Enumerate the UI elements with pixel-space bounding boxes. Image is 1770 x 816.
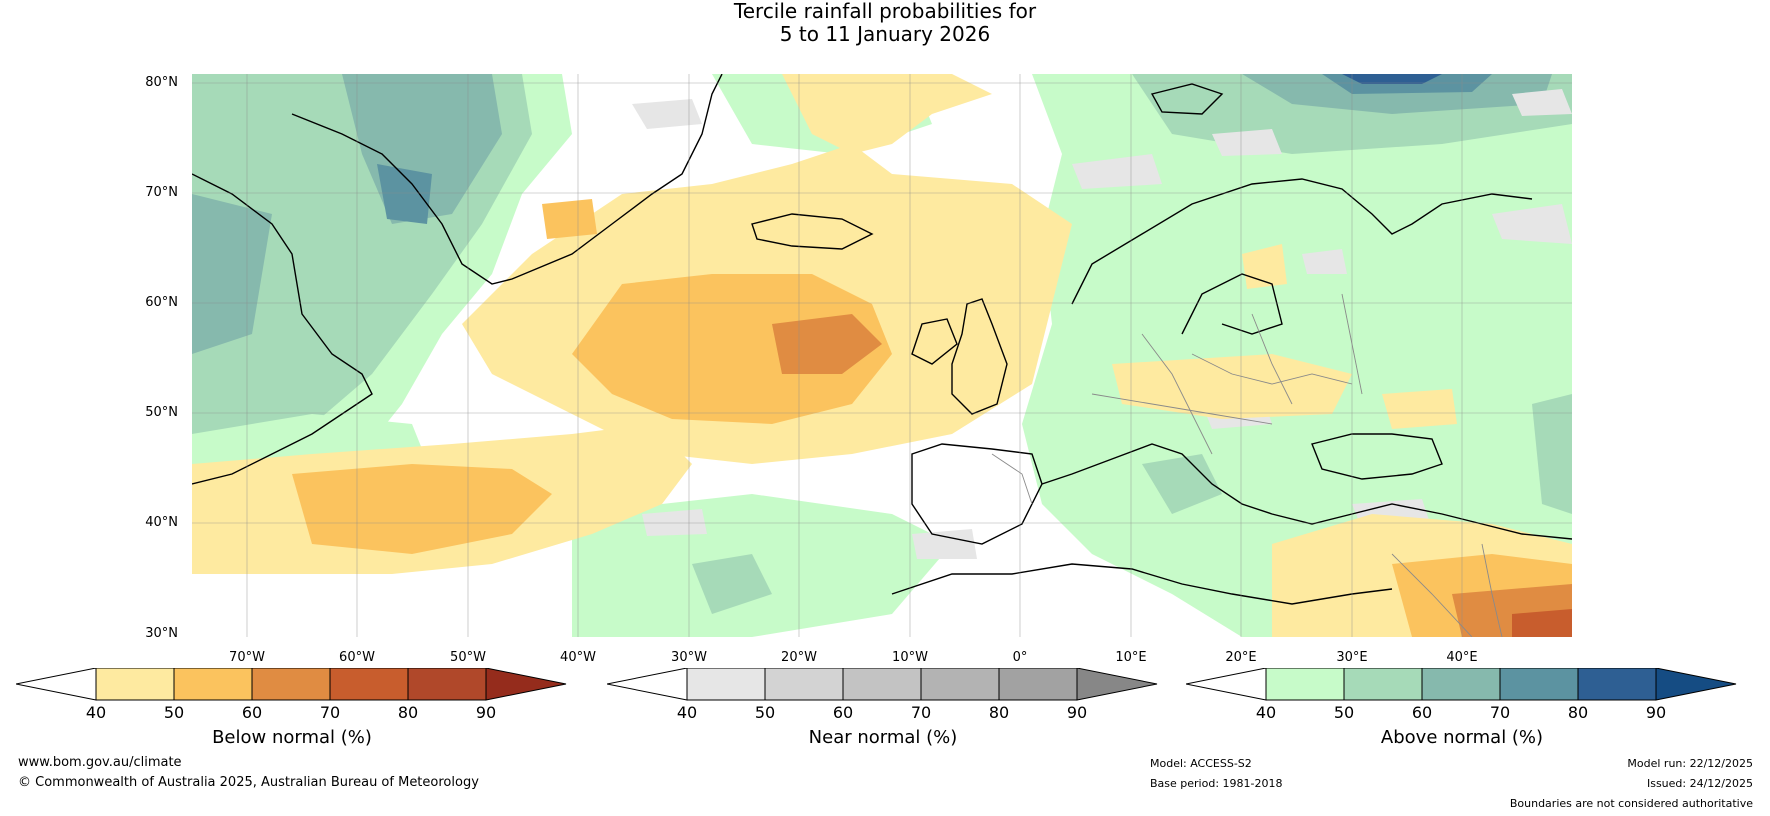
map-title: Tercile rainfall probabilities for 5 to … (0, 0, 1770, 46)
colorbar-near-tick-70: 70 (910, 703, 932, 722)
colorbar-above-swatch-1 (1265, 668, 1345, 701)
lon-label-30w: 30°W (671, 650, 707, 665)
colorbar-above-swatch-4 (1499, 668, 1579, 701)
colorbar-below-tick-80: 80 (397, 703, 419, 722)
lon-label-70w: 70°W (229, 650, 265, 665)
lon-label-40e: 40°E (1446, 650, 1478, 665)
colorbar-near-swatch-5 (998, 668, 1078, 701)
copyright-text: © Commonwealth of Australia 2025, Austra… (18, 775, 479, 790)
colorbar-near-tick-50: 50 (754, 703, 776, 722)
colorbar-above-low-extend (1186, 668, 1267, 701)
lat-label-50n: 50°N (145, 405, 178, 420)
colorbar-below-normal (16, 668, 567, 701)
lon-label-20e: 20°E (1225, 650, 1257, 665)
iceland-coast (751, 213, 874, 250)
ireland-coast (911, 318, 958, 365)
colorbar-below-high-extend (485, 668, 567, 701)
lat-label-70n: 70°N (145, 185, 178, 200)
scandinavia-coast (1071, 178, 1533, 305)
colorbar-above-swatch-5 (1577, 668, 1657, 701)
colorbar-above-label: Above normal (%) (1380, 727, 1544, 748)
colorbar-above-swatch-2 (1343, 668, 1423, 701)
model-text: Model: ACCESS-S2 (1150, 757, 1252, 770)
colorbar-near-tick-80: 80 (988, 703, 1010, 722)
title-line-1: Tercile rainfall probabilities for (733, 0, 1037, 23)
coastlines (192, 74, 1572, 605)
lon-label-30e: 30°E (1336, 650, 1368, 665)
colorbar-above-tick-50: 50 (1333, 703, 1355, 722)
lat-label-30n: 30°N (145, 626, 178, 641)
colorbar-above-tick-70: 70 (1489, 703, 1511, 722)
base-period-text: Base period: 1981-2018 (1150, 777, 1283, 790)
colorbar-near-low-extend (607, 668, 688, 701)
svalbard-coast (1150, 83, 1224, 115)
colorbar-below-swatch-1 (95, 668, 175, 701)
colorbar-near-tick-90: 90 (1066, 703, 1088, 722)
lon-label-0: 0° (1012, 650, 1028, 665)
colorbar-near-swatch-3 (842, 668, 922, 701)
colorbar-below-swatch-3 (251, 668, 331, 701)
website-link[interactable]: www.bom.gov.au/climate (18, 755, 182, 770)
colorbar-above-high-extend (1655, 668, 1737, 701)
colorbar-below-tick-60: 60 (241, 703, 263, 722)
mediterranean-coast (1041, 443, 1572, 540)
colorbar-below-tick-70: 70 (319, 703, 341, 722)
lon-label-50w: 50°W (450, 650, 486, 665)
colorbar-below-low-extend (16, 668, 97, 701)
disclaimer-text: Boundaries are not considered authoritat… (1509, 797, 1753, 810)
colorbar-below-swatch-5 (407, 668, 487, 701)
lat-label-60n: 60°N (145, 295, 178, 310)
colorbar-near-tick-60: 60 (832, 703, 854, 722)
lat-label-40n: 40°N (145, 515, 178, 530)
colorbar-below-swatch-4 (329, 668, 409, 701)
colorbar-near-swatch-1 (686, 668, 766, 701)
model-run-text: Model run: 22/12/2025 (1627, 757, 1753, 770)
baltic-coast (1181, 273, 1283, 335)
lon-label-60w: 60°W (339, 650, 375, 665)
britain-coast (951, 298, 1008, 415)
graticule (192, 74, 1572, 637)
colorbar-near-swatch-2 (764, 668, 844, 701)
colorbar-near-tick-40: 40 (676, 703, 698, 722)
colorbar-near-high-extend (1076, 668, 1158, 701)
lon-label-40w: 40°W (560, 650, 596, 665)
labrador-coast (192, 173, 373, 485)
colorbar-below-tick-90: 90 (475, 703, 497, 722)
colorbar-below-tick-50: 50 (163, 703, 185, 722)
rainfall-probability-map (192, 74, 1572, 637)
colorbar-above-normal (1186, 668, 1737, 701)
north-africa-coast (891, 563, 1393, 605)
colorbar-below-tick-40: 40 (85, 703, 107, 722)
colorbar-below-swatch-2 (173, 668, 253, 701)
colorbar-above-tick-60: 60 (1411, 703, 1433, 722)
colorbar-near-swatch-4 (920, 668, 1000, 701)
lat-label-80n: 80°N (145, 75, 178, 90)
lon-label-10e: 10°E (1115, 650, 1147, 665)
colorbar-below-label: Below normal (%) (212, 727, 372, 748)
greenland-coast (291, 74, 723, 285)
lon-label-10w: 10°W (892, 650, 928, 665)
colorbar-near-label: Near normal (%) (808, 727, 958, 748)
colorbar-above-tick-80: 80 (1567, 703, 1589, 722)
above-normal-areas (192, 74, 1572, 637)
colorbar-above-tick-40: 40 (1255, 703, 1277, 722)
issued-text: Issued: 24/12/2025 (1646, 777, 1753, 790)
colorbar-above-swatch-3 (1421, 668, 1501, 701)
lon-label-20w: 20°W (781, 650, 817, 665)
colorbar-above-tick-90: 90 (1645, 703, 1667, 722)
title-line-2: 5 to 11 January 2026 (779, 22, 991, 46)
black-sea-coast (1311, 433, 1443, 480)
colorbar-near-normal (607, 668, 1158, 701)
